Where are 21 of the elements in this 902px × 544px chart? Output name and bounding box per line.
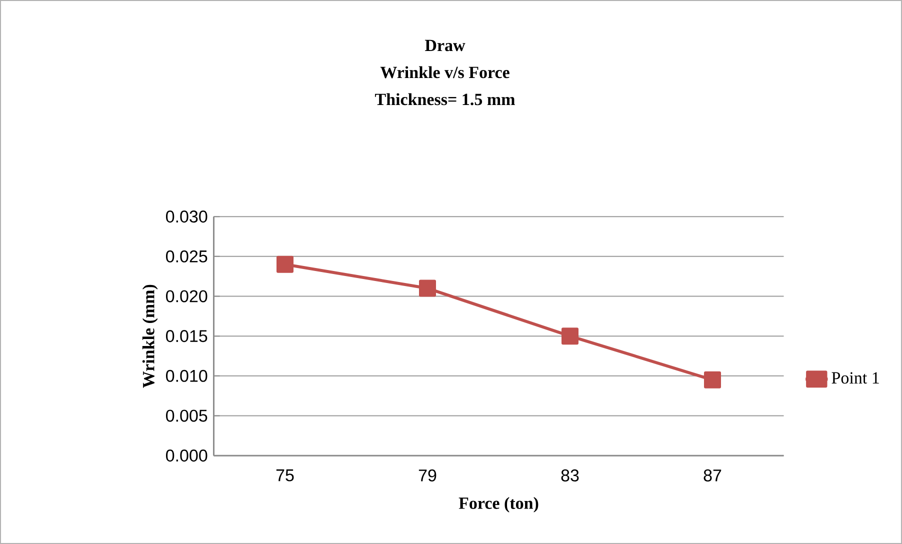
x-tick-label: 87 xyxy=(704,469,722,482)
chart-title: Draw xyxy=(425,40,466,52)
legend-label: Point 1 xyxy=(832,372,879,384)
y-tick-label: 0.000 xyxy=(166,450,208,462)
x-axis-title: Force (ton) xyxy=(458,497,538,512)
y-tick-label: 0.010 xyxy=(166,370,208,382)
y-tick-label: 0.005 xyxy=(166,410,208,422)
y-tick-label: 0.015 xyxy=(166,330,208,342)
y-tick-label: 0.030 xyxy=(166,210,208,223)
x-tick-label: 75 xyxy=(276,469,294,482)
point xyxy=(704,371,722,388)
x-tick-label: 83 xyxy=(561,469,579,482)
y-tick-label: 0.025 xyxy=(166,250,208,262)
y-tick-label: 0.020 xyxy=(166,290,208,302)
chart-subtitle: Wrinkle v/s Force xyxy=(380,66,510,78)
point xyxy=(276,256,294,273)
point xyxy=(562,328,579,345)
point xyxy=(419,280,436,297)
y-axis-title: Wrinkle (mm) xyxy=(142,284,158,388)
text: Thickness= 1.5 mm xyxy=(375,93,515,106)
x-tick-label: 79 xyxy=(418,469,436,482)
